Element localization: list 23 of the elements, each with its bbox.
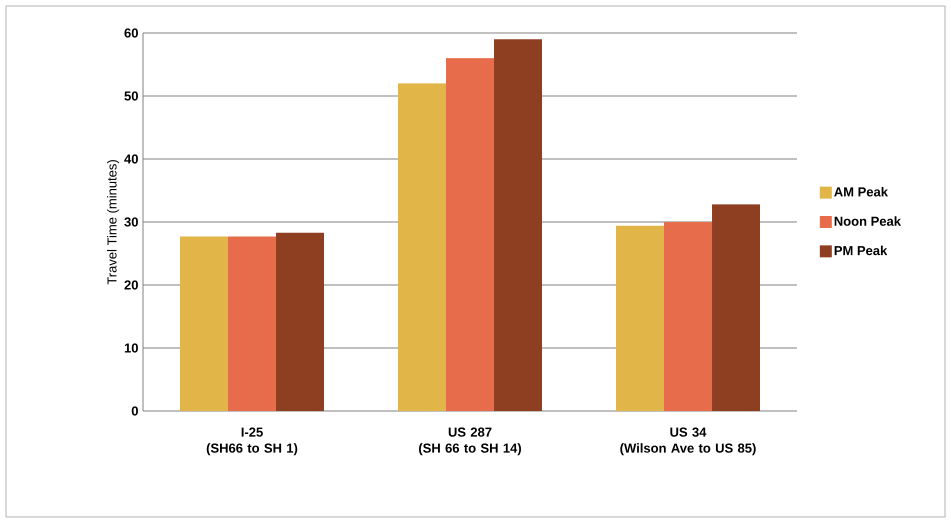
legend-label: AM Peak bbox=[834, 186, 888, 196]
bar bbox=[180, 236, 228, 411]
y-tick-label: 0 bbox=[132, 406, 138, 416]
y-tick-label: 40 bbox=[124, 154, 138, 164]
x-tick-label: I-25 (SH66 to SH 1) bbox=[206, 428, 298, 456]
legend-label: PM Peak bbox=[834, 246, 888, 256]
bar bbox=[712, 204, 760, 411]
y-axis-title: Travel Time (minutes) bbox=[107, 160, 120, 284]
y-tick-label: 60 bbox=[124, 28, 138, 38]
bar bbox=[398, 83, 446, 411]
bar bbox=[664, 222, 712, 411]
bar bbox=[228, 236, 276, 411]
y-tick-label: 10 bbox=[124, 343, 138, 353]
bar bbox=[446, 58, 494, 411]
y-tick-label: 50 bbox=[124, 91, 138, 101]
bar bbox=[494, 39, 542, 411]
x-tick-label: US 287 (SH 66 to SH 14) bbox=[419, 428, 521, 456]
bar bbox=[616, 226, 664, 411]
y-tick-label: 30 bbox=[124, 217, 138, 227]
y-tick-label: 20 bbox=[124, 280, 138, 290]
x-tick-label: US 34 (Wilson Ave to US 85) bbox=[620, 428, 756, 456]
bar bbox=[276, 232, 324, 411]
legend-label: Noon Peak bbox=[834, 216, 901, 226]
